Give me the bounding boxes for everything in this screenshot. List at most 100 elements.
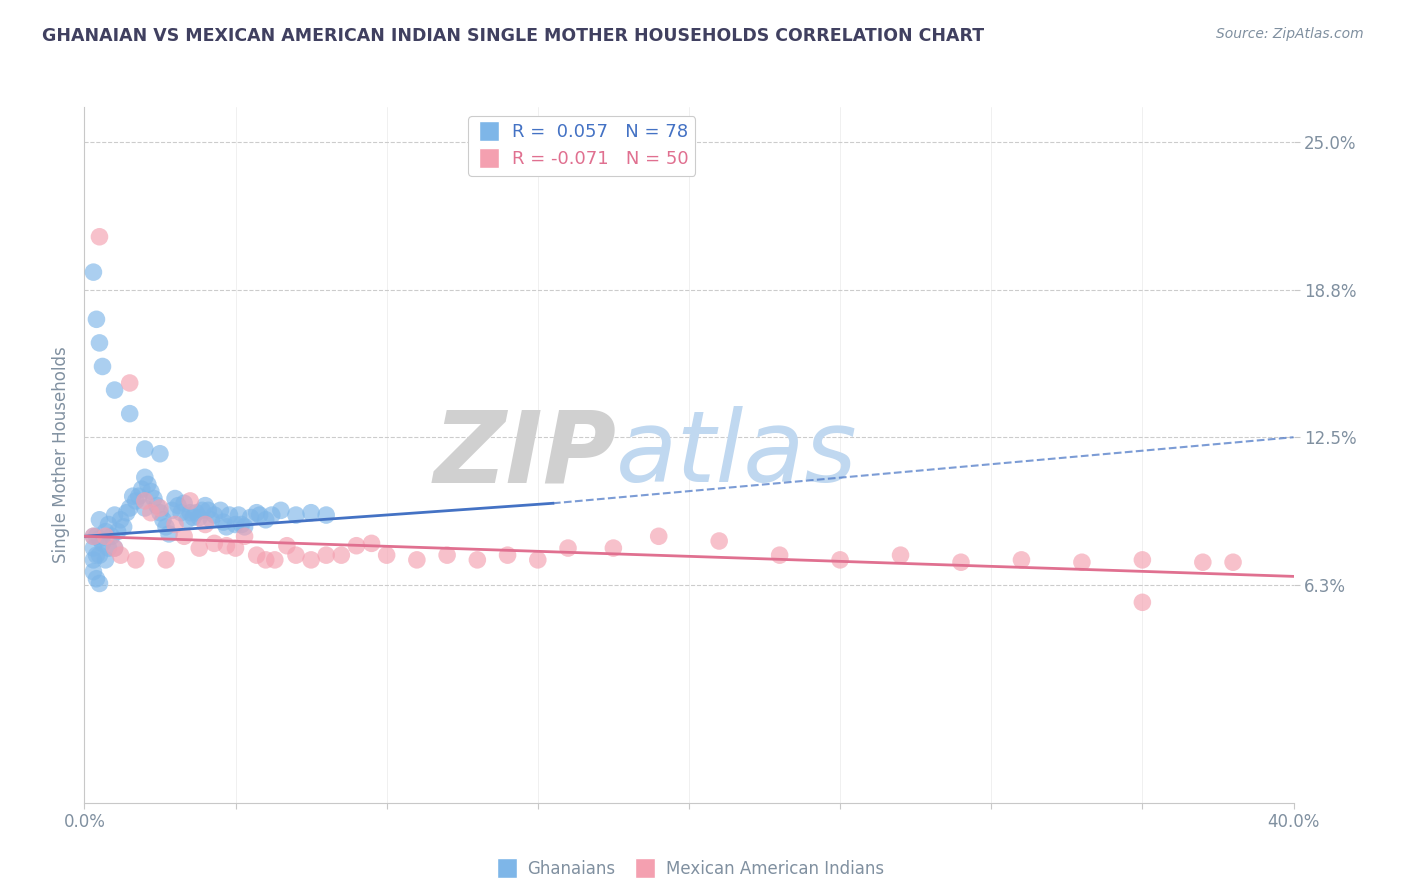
Point	[163, 491, 186, 506]
Point	[89, 532, 111, 546]
Point	[231, 517, 253, 532]
Point	[284, 508, 308, 522]
Point	[496, 548, 519, 562]
Point	[179, 494, 201, 508]
Point	[225, 517, 247, 532]
Point	[134, 470, 156, 484]
Point	[100, 529, 122, 543]
Point	[602, 541, 624, 555]
Point	[82, 529, 104, 543]
Text: atlas: atlas	[616, 407, 858, 503]
Point	[188, 510, 211, 524]
Point	[139, 484, 162, 499]
Point	[1130, 553, 1153, 567]
Point	[82, 553, 104, 567]
Point	[89, 229, 111, 244]
Point	[89, 548, 111, 562]
Point	[104, 383, 127, 397]
Point	[118, 500, 141, 515]
Point	[218, 508, 240, 522]
Point	[173, 496, 195, 510]
Point	[769, 548, 792, 562]
Point	[254, 553, 277, 567]
Point	[125, 553, 148, 567]
Point	[346, 539, 368, 553]
Point	[118, 376, 141, 390]
Point	[360, 536, 382, 550]
Point	[436, 548, 458, 562]
Point	[330, 548, 353, 562]
Point	[709, 534, 731, 549]
Point	[134, 500, 156, 515]
Point	[194, 517, 217, 532]
Point	[142, 491, 165, 506]
Point	[118, 407, 141, 421]
Point	[557, 541, 579, 555]
Point	[200, 513, 222, 527]
Point	[1010, 553, 1032, 567]
Point	[125, 494, 148, 508]
Point	[107, 524, 129, 539]
Point	[284, 548, 308, 562]
Point	[194, 499, 217, 513]
Point	[188, 541, 211, 555]
Point	[155, 553, 177, 567]
Point	[131, 482, 153, 496]
Point	[146, 499, 169, 513]
Point	[375, 548, 398, 562]
Point	[315, 548, 337, 562]
Point	[121, 489, 143, 503]
Point	[1130, 595, 1153, 609]
Point	[86, 312, 108, 326]
Point	[233, 529, 256, 543]
Point	[890, 548, 912, 562]
Point	[263, 553, 285, 567]
Point	[181, 510, 204, 524]
Point	[97, 541, 120, 555]
Point	[94, 553, 117, 567]
Point	[191, 503, 214, 517]
Point	[209, 503, 232, 517]
Y-axis label: Single Mother Households: Single Mother Households	[52, 347, 70, 563]
Point	[215, 520, 238, 534]
Point	[246, 506, 269, 520]
Point	[110, 513, 132, 527]
Point	[276, 539, 298, 553]
Point	[82, 541, 104, 555]
Point	[526, 553, 548, 567]
Point	[149, 506, 172, 520]
Point	[149, 500, 172, 515]
Point	[94, 524, 117, 539]
Point	[950, 555, 973, 569]
Point	[157, 527, 180, 541]
Point	[82, 565, 104, 579]
Point	[170, 506, 193, 520]
Point	[82, 265, 104, 279]
Point	[89, 335, 111, 350]
Point	[254, 513, 277, 527]
Point	[115, 506, 138, 520]
Point	[1222, 555, 1244, 569]
Point	[228, 508, 250, 522]
Point	[260, 508, 283, 522]
Point	[299, 506, 322, 520]
Point	[91, 536, 114, 550]
Text: GHANAIAN VS MEXICAN AMERICAN INDIAN SINGLE MOTHER HOUSEHOLDS CORRELATION CHART: GHANAIAN VS MEXICAN AMERICAN INDIAN SING…	[42, 27, 984, 45]
Point	[134, 442, 156, 456]
Point	[467, 553, 489, 567]
Point	[82, 529, 104, 543]
Point	[246, 548, 269, 562]
Point	[176, 513, 198, 527]
Point	[104, 541, 127, 555]
Point	[110, 548, 132, 562]
Point	[89, 576, 111, 591]
Point	[163, 517, 186, 532]
Point	[128, 489, 150, 503]
Point	[239, 510, 262, 524]
Point	[149, 447, 172, 461]
Point	[406, 553, 429, 567]
Point	[299, 553, 322, 567]
Point	[197, 503, 219, 517]
Point	[134, 494, 156, 508]
Point	[86, 548, 108, 562]
